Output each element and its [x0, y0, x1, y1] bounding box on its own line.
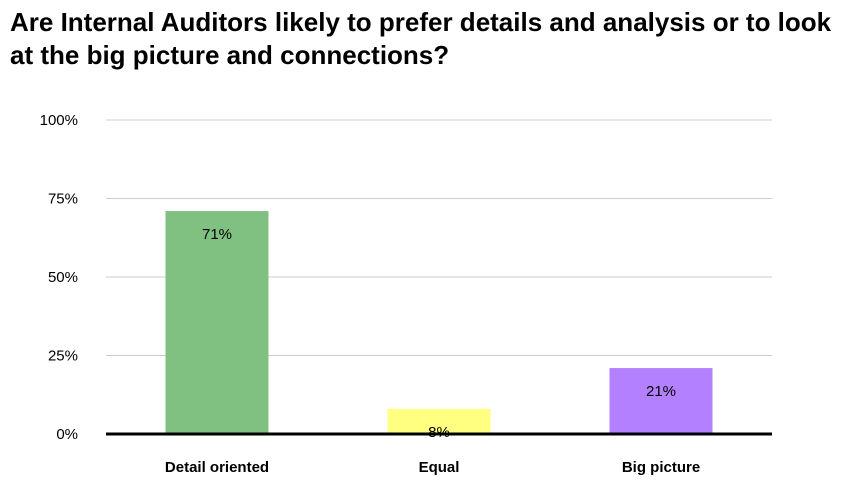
category-labels: Detail oriented Equal Big picture [165, 459, 700, 476]
x-category-label: Big picture [622, 459, 700, 476]
y-tick-label: 100% [40, 112, 78, 129]
y-tick-label: 25% [48, 348, 78, 365]
y-tick-label: 50% [48, 269, 78, 286]
bar [387, 408, 491, 434]
bar [609, 368, 713, 434]
data-label: 8% [428, 424, 450, 441]
data-labels: 71% 8% 21% [202, 226, 676, 441]
chart-title: Are Internal Auditors likely to prefer d… [10, 7, 832, 70]
bar [165, 211, 269, 434]
y-tick-label: 0% [56, 426, 78, 443]
x-category-label: Detail oriented [165, 459, 269, 476]
y-tick-label: 75% [48, 191, 78, 208]
y-axis-ticks: 0% 25% 50% 75% 100% [40, 112, 78, 443]
x-category-label: Equal [419, 459, 460, 476]
data-label: 21% [646, 383, 676, 400]
bars [165, 211, 713, 434]
data-label: 71% [202, 226, 232, 243]
